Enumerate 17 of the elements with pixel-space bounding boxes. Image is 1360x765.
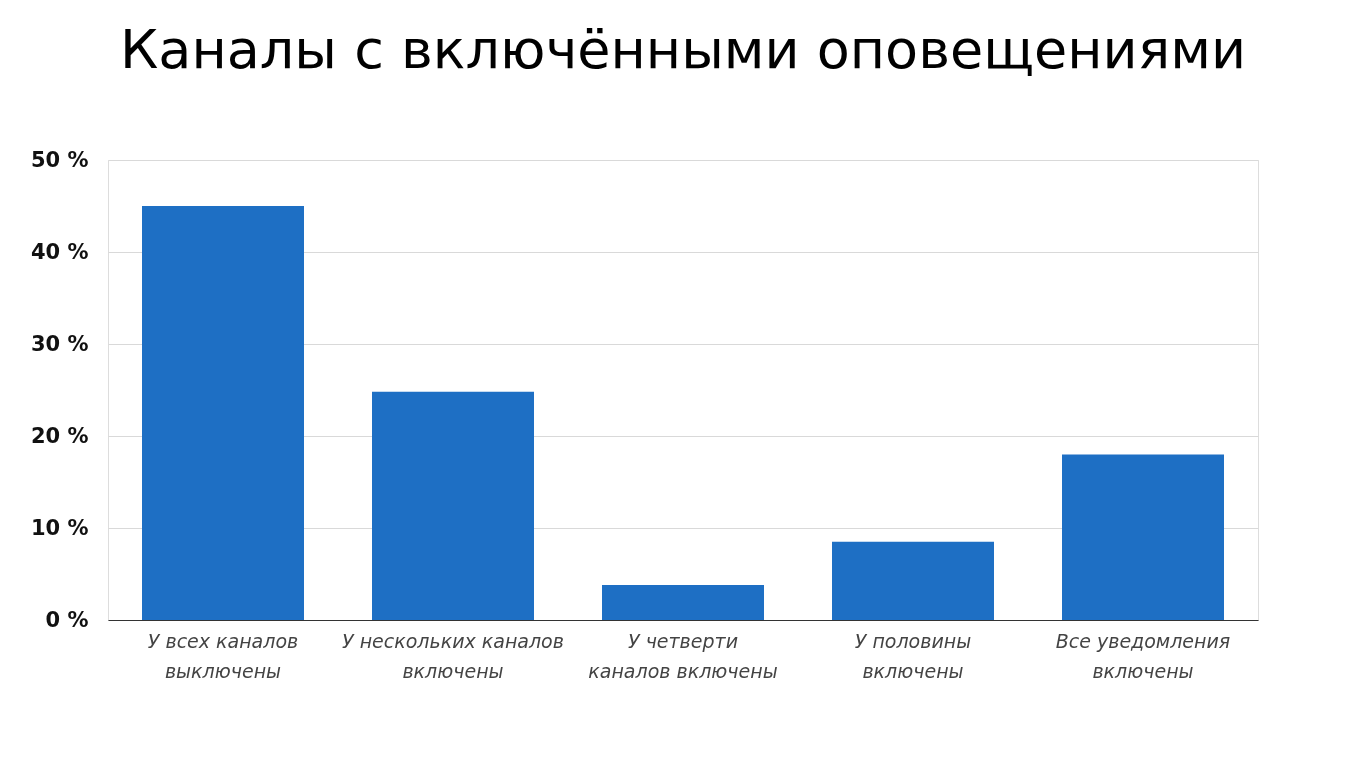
y-tick-label: 10 % <box>30 515 89 540</box>
x-tick-label: У половины включены <box>854 629 972 682</box>
chart-title: Каналы с включёнными оповещениями <box>119 18 1247 81</box>
y-tick-label: 50 % <box>30 147 89 172</box>
bar <box>1062 454 1224 620</box>
x-tick-label: У четверти каналов включены <box>588 629 778 682</box>
x-tick-label: У всех каналов выключены <box>147 629 299 682</box>
bar <box>602 585 764 620</box>
x-tick-label: У нескольких каналов включены <box>342 629 564 682</box>
y-tick-label: 20 % <box>30 423 89 448</box>
y-tick-label: 30 % <box>30 331 89 356</box>
bar <box>832 541 994 620</box>
bar <box>142 206 304 620</box>
y-tick-label: 40 % <box>30 239 89 264</box>
x-tick-label: Все уведомления включены <box>1055 629 1231 682</box>
bar <box>372 391 534 620</box>
y-tick-label: 0 % <box>45 607 89 632</box>
